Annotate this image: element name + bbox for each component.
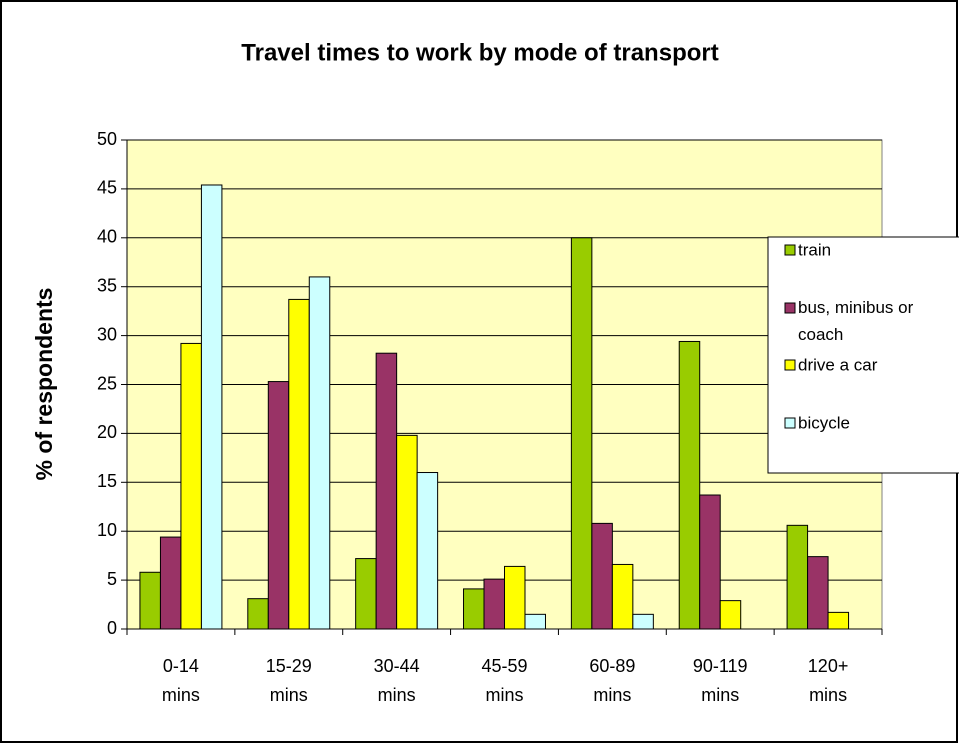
bar — [247, 598, 269, 630]
bar — [355, 558, 377, 630]
y-tick-label: 45 — [97, 178, 117, 198]
bar — [678, 340, 701, 630]
bar — [288, 298, 310, 630]
y-tick-label: 15 — [97, 471, 117, 491]
legend-label: drive a car — [798, 355, 878, 374]
y-tick-label: 25 — [97, 373, 117, 393]
y-tick-label: 20 — [97, 422, 117, 442]
legend-swatch — [784, 302, 796, 314]
chart-title: Travel times to work by mode of transpor… — [241, 39, 718, 66]
bar — [139, 571, 161, 630]
bar — [159, 536, 182, 630]
y-tick-label: 10 — [97, 520, 117, 540]
legend: train bus, minibus or coach drive a car bicy… — [767, 236, 959, 474]
x-tick-label: 15-29 mins — [266, 656, 312, 705]
x-tick-label: 120+ mins — [808, 656, 849, 705]
y-tick-label: 5 — [107, 569, 117, 589]
bar — [463, 588, 485, 630]
bar — [632, 613, 654, 630]
x-tick-label: 45-59 mins — [481, 656, 527, 705]
bar — [416, 472, 439, 630]
y-tick-label: 30 — [97, 324, 117, 344]
bar — [524, 613, 546, 630]
bar — [719, 600, 742, 630]
y-tick-label: 50 — [97, 129, 117, 149]
legend-swatch — [784, 244, 796, 256]
bar — [807, 556, 829, 630]
bar — [483, 578, 505, 630]
legend-label: bus, minibus or coach — [798, 298, 914, 344]
bar — [570, 237, 593, 630]
bar — [267, 381, 290, 630]
x-tick-label: 0-14 mins — [162, 656, 200, 705]
bar — [375, 352, 398, 630]
bar — [200, 184, 223, 630]
y-tick-label: 0 — [107, 618, 117, 638]
bar — [786, 524, 809, 630]
x-tick-label: 90-119 mins — [693, 656, 748, 705]
legend-swatch — [784, 359, 796, 371]
x-tick-label: 30-44 mins — [374, 656, 420, 705]
bar — [504, 565, 526, 630]
legend-label: train — [798, 240, 831, 259]
y-tick-label: 40 — [97, 227, 117, 247]
bar — [180, 342, 202, 630]
bar — [827, 611, 850, 630]
bar — [308, 276, 331, 630]
legend-box — [767, 236, 959, 474]
bar — [699, 494, 721, 630]
bar — [396, 434, 418, 630]
y-axis-label: % of respondents — [31, 288, 57, 481]
x-tick-label: 60-89 mins — [589, 656, 635, 705]
y-tick-label: 35 — [97, 275, 117, 295]
bar — [591, 522, 613, 630]
legend-label: bicycle — [798, 413, 850, 432]
legend-swatch — [784, 417, 796, 429]
bar — [611, 563, 634, 630]
